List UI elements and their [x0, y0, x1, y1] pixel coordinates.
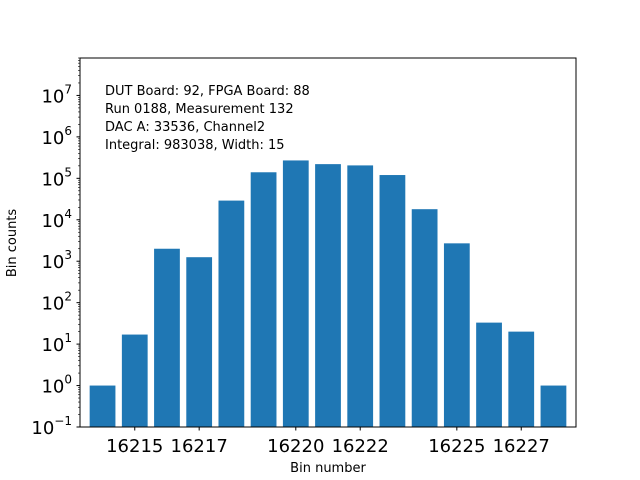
- bar-16226: [476, 322, 502, 427]
- y-tick-label: 105: [41, 165, 72, 190]
- y-tick-label: 107: [41, 82, 72, 107]
- bar-16227: [508, 331, 535, 427]
- y-tick-label: 106: [41, 124, 72, 149]
- bar-16214: [89, 385, 116, 427]
- bar-16225: [443, 243, 470, 427]
- x-axis-label: Bin number: [290, 461, 366, 476]
- bars-group: [89, 160, 567, 427]
- y-axis-label: Bin counts: [5, 209, 20, 278]
- annotation-line: Run 0188, Measurement 132: [105, 102, 294, 117]
- annotation-block: DUT Board: 92, FPGA Board: 88 Run 0188, M…: [105, 84, 310, 153]
- x-tick-label: 16225: [428, 436, 485, 457]
- bar-16216: [154, 248, 180, 427]
- bar-16228: [540, 385, 567, 427]
- bar-16219: [250, 172, 277, 427]
- x-tick-label: 16215: [106, 436, 163, 457]
- bar-16218: [218, 200, 245, 427]
- y-tick-label: 103: [41, 248, 72, 273]
- y-tick-label: 101: [41, 331, 72, 356]
- y-tick-label: 10−1: [31, 414, 72, 439]
- annotation-line: Integral: 983038, Width: 15: [105, 138, 285, 153]
- bar-16215: [121, 334, 148, 427]
- annotation-line: DUT Board: 92, FPGA Board: 88: [105, 84, 310, 99]
- y-tick-label: 102: [41, 290, 72, 315]
- y-axis-ticks: 10−1 100 101 102 103 104 105 106 107: [31, 57, 80, 439]
- bar-16224: [411, 209, 438, 427]
- plot-frame: [79, 57, 577, 428]
- y-tick-label: 100: [41, 373, 72, 398]
- x-tick-label: 16227: [493, 436, 550, 457]
- bar-16221: [315, 164, 341, 427]
- x-axis-ticks: 16215 16217 16220 16222 16225 16227: [106, 427, 550, 457]
- bar-16220: [282, 160, 309, 427]
- bar-16222: [347, 165, 374, 427]
- y-tick-label: 104: [41, 207, 72, 232]
- x-tick-label: 16217: [171, 436, 228, 457]
- annotation-line: DAC A: 33536, Channel2: [105, 120, 265, 135]
- x-tick-label: 16220: [267, 436, 324, 457]
- x-tick-label: 16222: [332, 436, 389, 457]
- bar-16223: [379, 175, 406, 427]
- bar-16217: [186, 257, 213, 427]
